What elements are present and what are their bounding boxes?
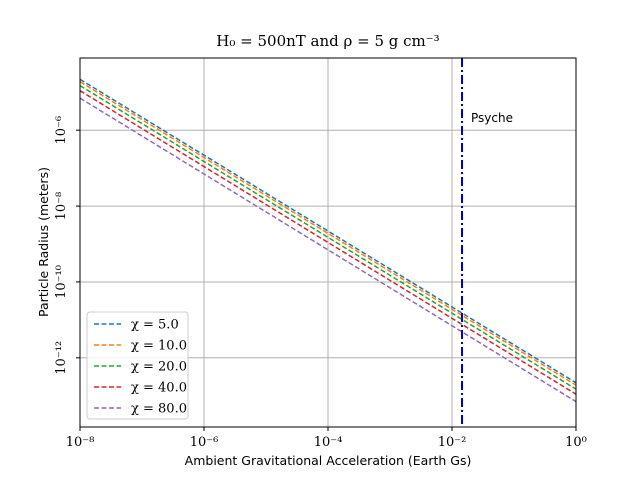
x-axis: 10⁻⁸ 10⁻⁶ 10⁻⁴ 10⁻² 10⁰ bbox=[66, 427, 587, 450]
y-axis: 10⁻⁶ 10⁻⁸ 10⁻¹⁰ 10⁻¹² bbox=[54, 116, 80, 375]
legend-label-1: χ = 5.0 bbox=[131, 318, 179, 333]
y-tick-label: 10⁻¹⁰ bbox=[54, 265, 69, 299]
annotation-layer: Psyche bbox=[461, 58, 513, 427]
y-tick-label: 10⁻⁶ bbox=[54, 116, 69, 145]
legend: χ = 5.0 χ = 10.0 χ = 20.0 χ = 40.0 χ = 80.0 bbox=[86, 311, 189, 420]
y-tick-label: 10⁻⁸ bbox=[54, 192, 69, 221]
y-axis-label: Particle Radius (meters) bbox=[36, 167, 51, 317]
legend-label-3: χ = 20.0 bbox=[131, 360, 187, 375]
chart-title: H₀ = 500nT and ρ = 5 g cm⁻³ bbox=[216, 32, 439, 50]
series-layer bbox=[79, 78, 577, 403]
legend-label-5: χ = 80.0 bbox=[131, 402, 187, 417]
x-tick-label: 10⁻⁴ bbox=[314, 435, 343, 450]
legend-box bbox=[86, 311, 189, 420]
x-tick-label: 10⁻² bbox=[438, 435, 467, 450]
x-axis-label: Ambient Gravitational Acceleration (Eart… bbox=[185, 453, 472, 468]
psyche-label: Psyche bbox=[471, 111, 513, 125]
series-line-4 bbox=[79, 90, 577, 395]
x-tick-label: 10⁰ bbox=[565, 435, 587, 450]
series-line-1 bbox=[79, 78, 577, 384]
series-line-2 bbox=[79, 81, 577, 386]
legend-label-4: χ = 40.0 bbox=[131, 381, 187, 396]
x-tick-label: 10⁻⁶ bbox=[190, 435, 219, 450]
y-tick-label: 10⁻¹² bbox=[54, 341, 69, 375]
series-line-5 bbox=[79, 97, 577, 403]
legend-label-2: χ = 10.0 bbox=[131, 339, 187, 354]
series-line-3 bbox=[79, 84, 577, 390]
x-tick-label: 10⁻⁸ bbox=[66, 435, 95, 450]
